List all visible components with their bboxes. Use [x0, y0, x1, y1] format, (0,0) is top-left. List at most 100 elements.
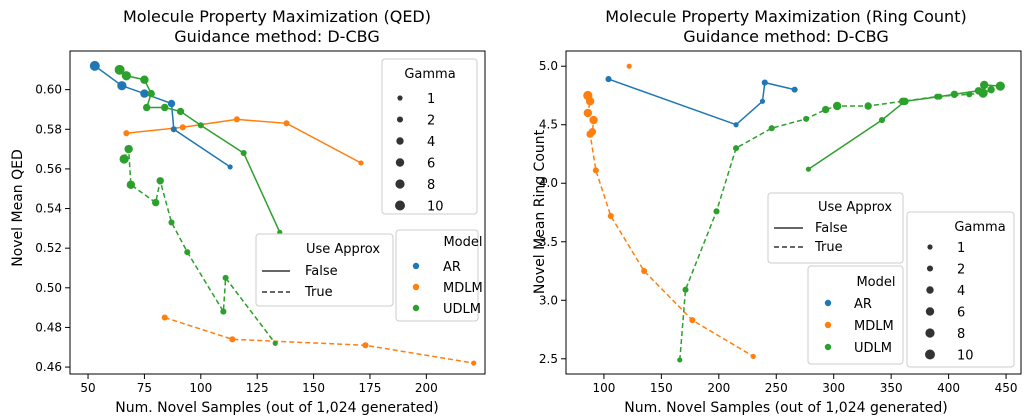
y-tick-label: 0.52 [35, 241, 62, 255]
legend-entry-label: MDLM [854, 319, 894, 334]
x-tick-label: 300 [822, 381, 845, 395]
data-point-mdlm-approx [161, 314, 168, 321]
y-tick-label: 0.50 [35, 281, 62, 295]
data-point-udlm-approx [168, 219, 175, 226]
series-line-udlm-exact [807, 84, 1001, 170]
data-point-mdlm-approx [471, 360, 477, 366]
data-point-udlm-approx [184, 249, 191, 256]
data-point-udlm-exact [121, 71, 131, 81]
data-point-udlm-approx [978, 88, 988, 98]
y-tick-label: 3.5 [539, 235, 558, 249]
legend-entry-label: 6 [427, 157, 435, 172]
chart-qed: Molecule Property Maximization (QED) Gui… [10, 7, 486, 416]
y-tick-label: 0.58 [35, 122, 62, 136]
series-markers [89, 60, 477, 366]
data-point-udlm-approx [987, 85, 995, 94]
data-point-udlm-exact [142, 103, 151, 112]
legend-gamma: Gamma 1 2 4 6 8 10 [906, 211, 1015, 368]
data-point-udlm-exact [878, 116, 886, 124]
x-tick-label: 100 [592, 381, 615, 395]
legend-entry-label: 2 [427, 114, 435, 129]
data-point-ar-exact [759, 98, 766, 104]
plot-area [565, 50, 1022, 375]
legend-title: Gamma [404, 67, 455, 82]
data-point-udlm-approx [272, 340, 278, 346]
data-point-udlm-approx [821, 105, 830, 114]
y-tick-label: 0.56 [35, 162, 62, 176]
data-point-udlm-approx [898, 97, 907, 106]
legend-entry-label: 6 [957, 306, 965, 321]
data-point-ar-exact [605, 76, 612, 83]
plot-area [69, 50, 486, 375]
data-point-udlm-approx [832, 101, 842, 111]
data-point-mdlm-exact [233, 116, 240, 123]
x-tick-label: 200 [707, 381, 730, 395]
legend-entry-label: 10 [427, 200, 444, 215]
data-point-udlm-approx [803, 115, 810, 122]
legend-title: Use Approx [306, 242, 380, 257]
data-point-udlm-approx [152, 198, 160, 207]
data-point-mdlm-exact [283, 120, 290, 127]
x-tick-label: 50 [80, 381, 95, 395]
legend-marker [395, 200, 405, 211]
data-point-udlm-exact [176, 107, 185, 116]
legend-marker [412, 283, 420, 291]
legend-entry-label: 4 [427, 135, 435, 150]
legend-title: Model [856, 275, 895, 290]
series-line-ar-exact [94, 65, 231, 168]
legend-entry-label: 2 [957, 263, 965, 278]
data-point-udlm-approx [934, 93, 941, 100]
x-tick-label: 100 [189, 381, 212, 395]
legend-entry-true: True [814, 240, 843, 255]
axis-ticks: 100 150 200 250 300 350 400 450 2.5 3.0 3.5 4.0 4.5 5… [539, 59, 1018, 395]
data-point-mdlm-exact [123, 130, 130, 137]
legend-entry-label: UDLM [443, 302, 481, 317]
legend-model: Model AR MDLM UDLM [807, 265, 904, 365]
data-point-mdlm-approx [689, 317, 696, 324]
chart-title: Molecule Property Maximization (QED) [123, 7, 431, 26]
legend-marker [395, 179, 405, 189]
data-point-ar-exact [791, 86, 798, 93]
x-axis-label: Num. Novel Samples (out of 1,024 generat… [624, 400, 947, 416]
legend-model: Model AR MDLM UDLM [395, 229, 483, 322]
data-point-udlm-exact [950, 90, 959, 99]
x-tick-label: 400 [937, 381, 960, 395]
data-point-udlm-approx [156, 177, 164, 185]
y-axis-label: Novel Mean QED [10, 149, 26, 267]
data-point-mdlm-exact [358, 160, 364, 166]
data-point-udlm-approx [713, 208, 720, 215]
series-line-mdlm-approx [164, 316, 474, 364]
legend-frame [807, 265, 904, 365]
data-point-udlm-approx [768, 125, 775, 132]
series-lines [94, 65, 474, 364]
legend-marker [926, 286, 934, 294]
y-tick-label: 0.46 [35, 360, 62, 374]
data-point-udlm-exact [197, 122, 204, 129]
legend-title: Model [443, 235, 482, 250]
x-tick-label: 250 [765, 381, 788, 395]
legend-frame [767, 192, 904, 264]
axis-ticks: 50 75 100 125 150 175 200 0.46 0.48 0.50 0.52 0.54 0… [35, 83, 438, 395]
legend-entry-true: True [304, 285, 333, 300]
data-point-udlm-approx [966, 91, 973, 98]
series-line-udlm-exact [119, 69, 281, 233]
y-axis-label: Novel Mean Ring Count [532, 129, 548, 294]
x-tick-label: 450 [995, 381, 1018, 395]
legend-entry-label: 8 [957, 327, 965, 342]
legend-marker [396, 137, 404, 145]
data-point-ar-exact [167, 99, 176, 108]
legend-title: Use Approx [818, 200, 892, 215]
legend-marker [824, 299, 832, 307]
data-point-mdlm-approx [585, 97, 595, 106]
data-point-ar-exact [733, 122, 739, 128]
legend-entry-label: MDLM [443, 281, 483, 296]
data-point-mdlm-approx [586, 130, 594, 138]
data-point-mdlm-approx [641, 267, 648, 275]
x-tick-label: 200 [415, 381, 438, 395]
x-axis-label: Num. Novel Samples (out of 1,024 generat… [115, 400, 438, 416]
legend-gamma: Gamma 1 2 4 6 8 10 [381, 58, 478, 215]
x-tick-label: 150 [302, 381, 325, 395]
legend-marker [824, 321, 832, 329]
series-line-udlm-approx [679, 88, 992, 361]
